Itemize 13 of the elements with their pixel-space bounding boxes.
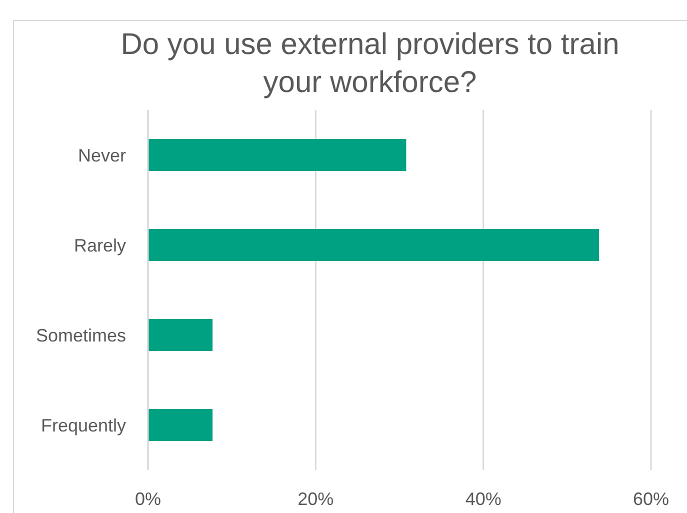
x-tick-label: 40% — [465, 488, 502, 509]
x-tick-label: 60% — [632, 488, 670, 509]
y-tick-label: Never — [78, 145, 126, 166]
y-tick-label: Rarely — [74, 235, 126, 256]
bar — [148, 139, 406, 171]
bar — [148, 409, 213, 441]
y-tick-label: Frequently — [40, 415, 126, 436]
bar — [148, 229, 600, 261]
y-tick-label: Sometimes — [36, 325, 126, 346]
chart-title: Do you use external providers to train your workforce? — [120, 27, 620, 101]
x-tick-label: 20% — [298, 488, 334, 509]
bar — [148, 319, 213, 351]
x-tick-label: 0% — [134, 488, 162, 509]
